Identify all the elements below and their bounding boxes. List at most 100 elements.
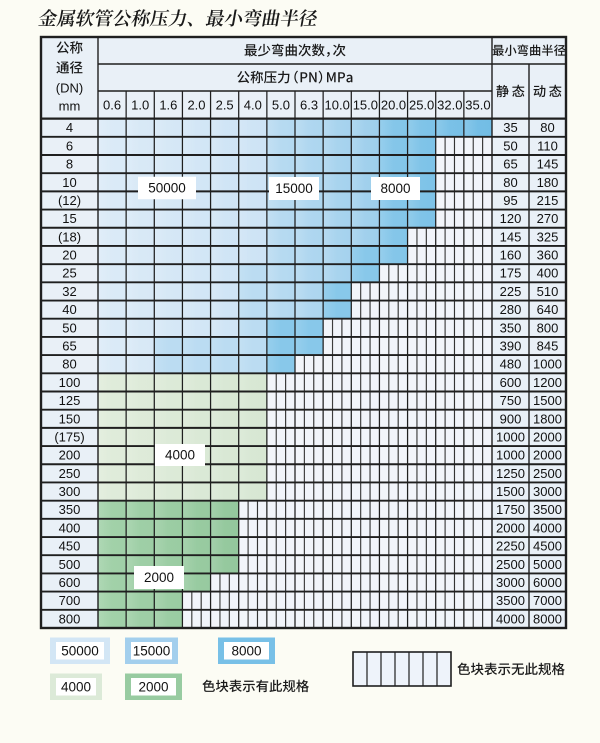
svg-text:640: 640 [537,302,559,317]
svg-text:80: 80 [62,357,76,372]
svg-text:845: 845 [537,339,559,354]
svg-text:2000: 2000 [144,570,174,585]
svg-text:200: 200 [59,448,81,463]
svg-text:100: 100 [59,375,81,390]
svg-text:6.3: 6.3 [300,97,318,112]
svg-text:160: 160 [500,248,522,263]
svg-text:80: 80 [503,175,517,190]
svg-text:7000: 7000 [533,593,562,608]
svg-text:180: 180 [537,175,559,190]
svg-text:400: 400 [537,266,559,281]
svg-text:1500: 1500 [496,484,525,499]
svg-text:3000: 3000 [496,575,525,590]
svg-text:(18): (18) [58,229,81,244]
svg-text:25.0: 25.0 [409,97,434,112]
svg-text:900: 900 [500,411,522,426]
svg-text:8000: 8000 [533,611,562,626]
svg-text:8000: 8000 [380,181,410,196]
svg-text:10.0: 10.0 [325,97,350,112]
svg-text:15: 15 [62,211,76,226]
svg-text:700: 700 [59,593,81,608]
svg-text:400: 400 [59,520,81,535]
svg-text:2000: 2000 [496,520,525,535]
svg-text:390: 390 [500,339,522,354]
svg-text:50000: 50000 [148,181,186,196]
svg-text:1800: 1800 [533,411,562,426]
svg-text:35: 35 [503,120,517,135]
svg-text:10: 10 [62,175,76,190]
svg-text:95: 95 [503,193,517,208]
svg-text:8000: 8000 [231,643,261,658]
svg-text:150: 150 [59,411,81,426]
svg-text:1000: 1000 [496,448,525,463]
svg-text:8: 8 [66,157,73,172]
svg-text:250: 250 [59,466,81,481]
svg-text:2500: 2500 [496,557,525,572]
svg-text:125: 125 [59,393,81,408]
svg-text:35.0: 35.0 [465,97,490,112]
svg-text:4500: 4500 [533,539,562,554]
svg-text:750: 750 [500,393,522,408]
svg-text:325: 325 [537,229,559,244]
svg-text:480: 480 [500,357,522,372]
svg-text:215: 215 [537,193,559,208]
svg-text:(DN): (DN) [56,81,83,96]
svg-text:360: 360 [537,248,559,263]
svg-text:145: 145 [500,229,522,244]
svg-text:0.6: 0.6 [103,97,121,112]
svg-text:800: 800 [59,611,81,626]
svg-text:40: 40 [62,302,76,317]
svg-text:32: 32 [62,284,76,299]
svg-text:25: 25 [62,266,76,281]
svg-text:32.0: 32.0 [437,97,462,112]
svg-text:1.0: 1.0 [131,97,149,112]
svg-text:2.0: 2.0 [187,97,205,112]
svg-text:600: 600 [59,575,81,590]
svg-text:3000: 3000 [533,484,562,499]
svg-text:3500: 3500 [496,593,525,608]
svg-text:2.5: 2.5 [216,97,234,112]
svg-text:15000: 15000 [133,643,171,658]
svg-text:15.0: 15.0 [353,97,378,112]
svg-text:450: 450 [59,539,81,554]
svg-text:600: 600 [500,375,522,390]
svg-text:1250: 1250 [496,466,525,481]
svg-text:20: 20 [62,248,76,263]
svg-text:1750: 1750 [496,502,525,517]
svg-text:4.0: 4.0 [244,97,262,112]
svg-text:65: 65 [503,157,517,172]
svg-text:50000: 50000 [61,643,99,658]
svg-text:2000: 2000 [533,448,562,463]
svg-text:270: 270 [537,211,559,226]
svg-text:1.6: 1.6 [159,97,177,112]
svg-text:4000: 4000 [165,448,195,463]
svg-text:2250: 2250 [496,539,525,554]
svg-text:4000: 4000 [533,520,562,535]
svg-text:225: 225 [500,284,522,299]
svg-text:145: 145 [537,157,559,172]
svg-text:15000: 15000 [275,181,313,196]
svg-text:350: 350 [500,320,522,335]
svg-text:6: 6 [66,138,73,153]
svg-text:280: 280 [500,302,522,317]
svg-text:1500: 1500 [533,393,562,408]
svg-text:300: 300 [59,484,81,499]
svg-text:350: 350 [59,502,81,517]
svg-text:500: 500 [59,557,81,572]
svg-text:4000: 4000 [496,611,525,626]
svg-text:20.0: 20.0 [381,97,406,112]
svg-text:(175): (175) [54,429,84,444]
svg-text:2000: 2000 [533,429,562,444]
svg-text:5000: 5000 [533,557,562,572]
svg-text:50: 50 [503,138,517,153]
svg-text:110: 110 [537,138,558,153]
svg-text:2500: 2500 [533,466,562,481]
svg-text:1000: 1000 [496,429,525,444]
svg-text:510: 510 [537,284,559,299]
svg-text:4000: 4000 [61,679,91,694]
svg-text:120: 120 [500,211,522,226]
svg-text:1200: 1200 [533,375,562,390]
svg-text:5.0: 5.0 [272,97,290,112]
svg-text:6000: 6000 [533,575,562,590]
svg-text:65: 65 [62,339,76,354]
